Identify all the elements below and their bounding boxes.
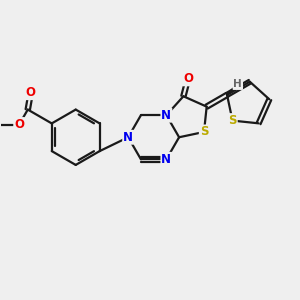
Text: O: O: [26, 86, 36, 99]
Text: H: H: [233, 79, 242, 89]
Text: N: N: [123, 131, 133, 144]
Text: O: O: [183, 72, 193, 86]
Text: N: N: [161, 109, 171, 122]
Text: S: S: [228, 114, 237, 127]
Text: S: S: [200, 125, 208, 139]
Text: N: N: [161, 153, 171, 166]
Text: O: O: [14, 118, 24, 131]
